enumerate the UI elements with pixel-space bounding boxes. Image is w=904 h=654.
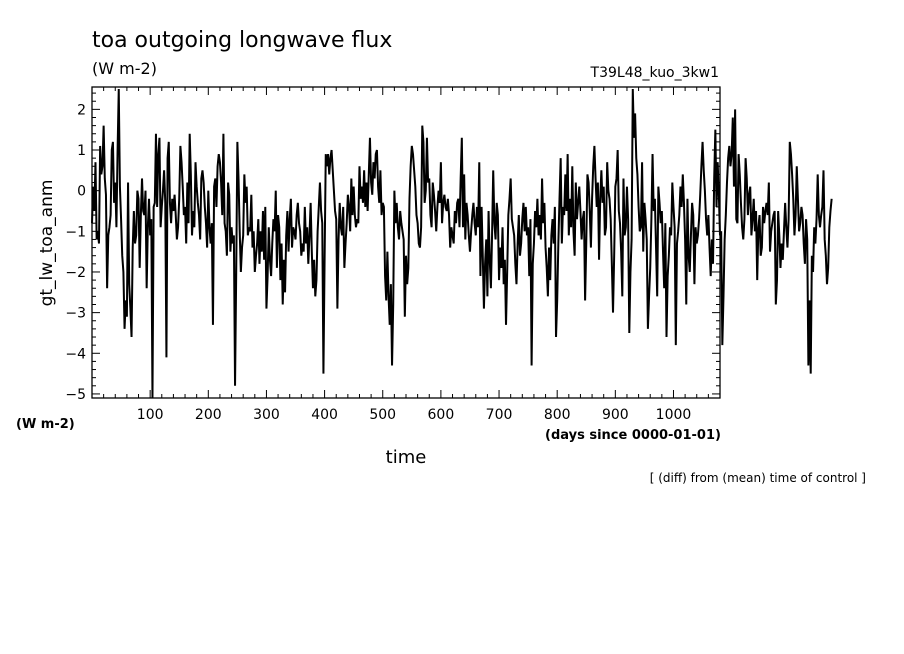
x-tick-label: 500 [369, 407, 396, 423]
x-tick-label: 400 [311, 407, 338, 423]
plot-area [91, 86, 833, 399]
x-axis-label: time [386, 447, 427, 468]
series-line [91, 89, 833, 399]
footnote: [ (diff) from (mean) time of control ] [650, 471, 866, 485]
x-unit-label: (days since 0000-01-01) [545, 428, 721, 443]
y-tick-label: −2 [65, 265, 86, 281]
x-tick-label: 300 [253, 407, 280, 423]
x-tick-label: 1000 [656, 407, 692, 423]
y-tick-label: −5 [65, 387, 86, 403]
y-tick-label: −1 [65, 224, 86, 240]
x-tick-label: 700 [486, 407, 513, 423]
x-tick-label: 200 [195, 407, 222, 423]
y-axis-label: gt_lw_toa_anm [37, 180, 57, 307]
y-tick-label: 0 [77, 184, 86, 200]
chart-title: toa outgoing longwave flux [92, 28, 392, 53]
y-tick-labels: −5 −4 −3 −2 −1 0 1 2 [65, 102, 86, 403]
y-unit-label: (W m-2) [16, 417, 75, 432]
x-tick-label: 900 [602, 407, 629, 423]
x-tick-labels: 100 200 300 400 500 600 700 800 900 1000 [137, 407, 692, 423]
y-tick-label: −4 [65, 346, 86, 362]
y-tick-label: −3 [65, 306, 86, 322]
x-tick-label: 800 [544, 407, 571, 423]
y-tick-label: 1 [77, 143, 86, 159]
y-tick-label: 2 [77, 102, 86, 118]
x-tick-label: 600 [428, 407, 455, 423]
axis-ticks [92, 87, 720, 398]
x-tick-label: 100 [137, 407, 164, 423]
run-label: T39L48_kuo_3kw1 [590, 65, 719, 81]
chart-subtitle: (W m-2) [92, 59, 157, 78]
